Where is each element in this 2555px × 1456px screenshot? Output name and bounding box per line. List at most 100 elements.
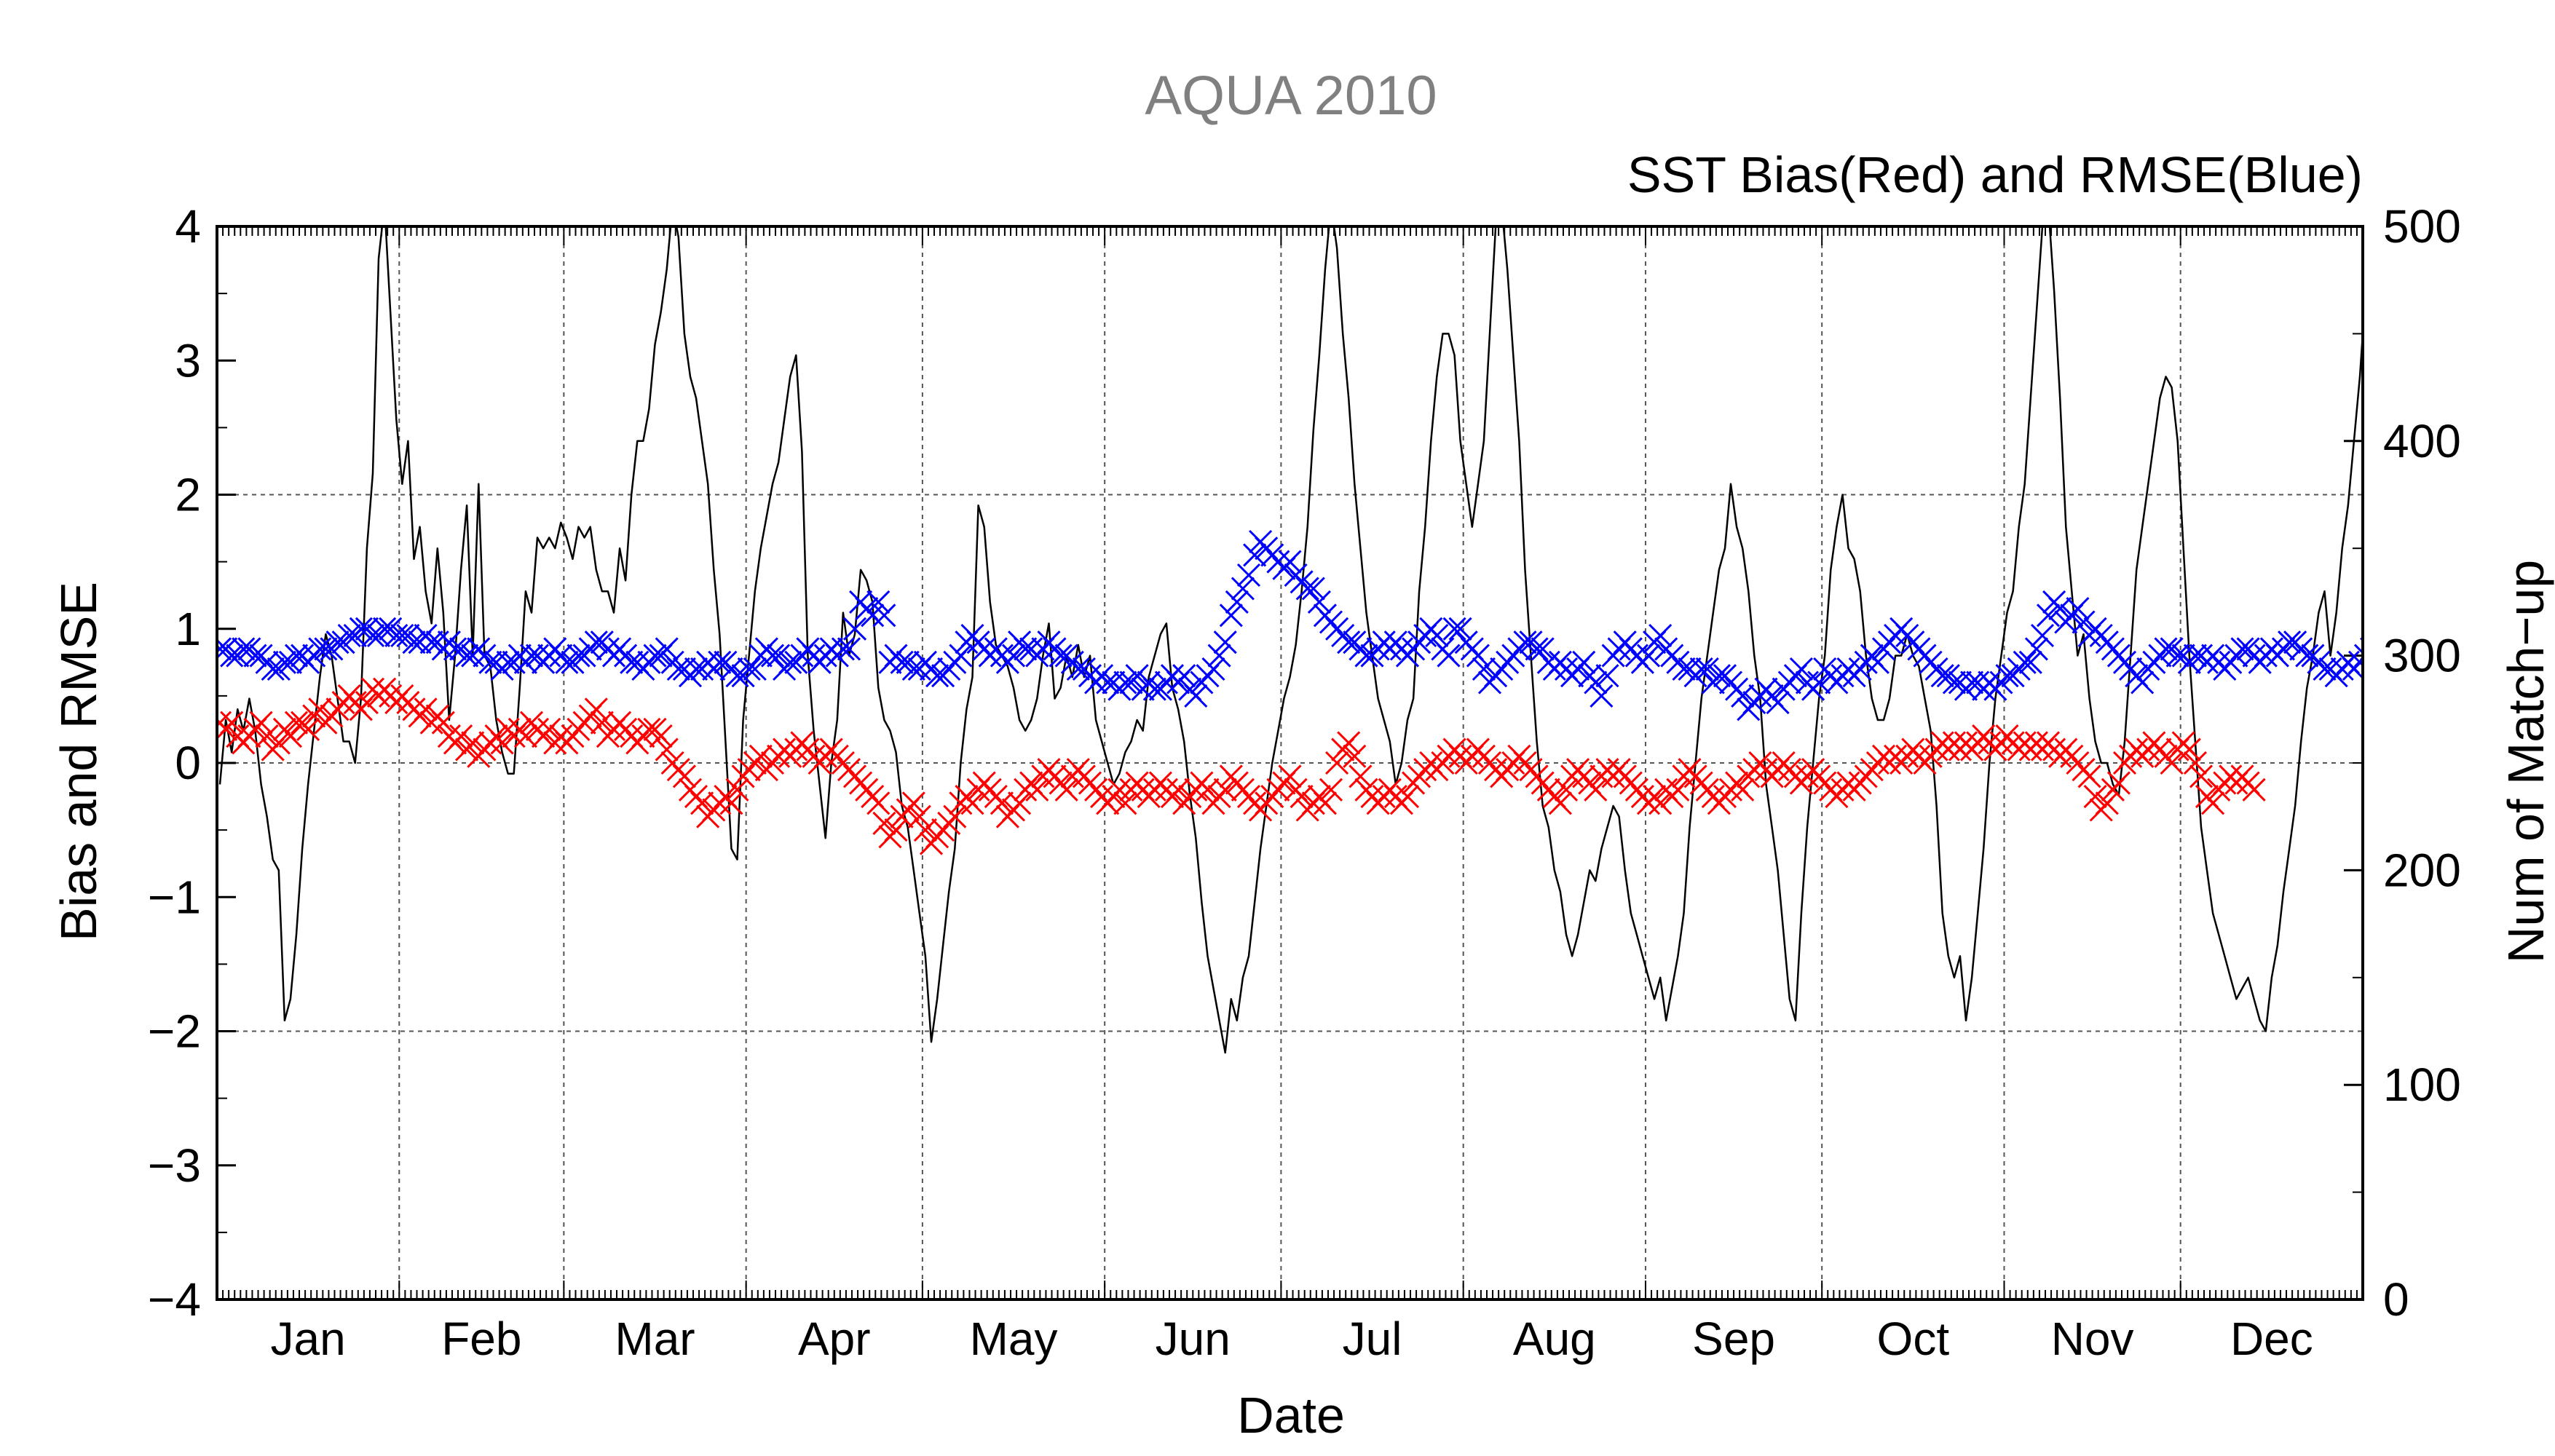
rmse-point bbox=[566, 644, 591, 668]
bias-point bbox=[490, 731, 514, 755]
x-tick-label: Jan bbox=[271, 1313, 346, 1365]
rmse-point bbox=[2030, 623, 2055, 648]
rmse-point bbox=[1695, 657, 1719, 681]
rmse-point bbox=[1689, 657, 1713, 681]
rmse-point bbox=[1236, 563, 1261, 587]
bias-point bbox=[1166, 778, 1190, 802]
rmse-point bbox=[842, 617, 867, 641]
y2-tick-label: 200 bbox=[2383, 844, 2461, 896]
rmse-point bbox=[1648, 623, 1673, 648]
bias-point bbox=[649, 724, 673, 748]
bias-point bbox=[719, 791, 743, 815]
rmse-point bbox=[1584, 670, 1608, 695]
rmse-point bbox=[1219, 604, 1243, 628]
rmse-point bbox=[360, 623, 385, 648]
rmse-point bbox=[2131, 670, 2155, 695]
bias-point bbox=[2106, 771, 2131, 795]
rmse-point bbox=[1172, 664, 1196, 688]
rmse-point bbox=[1225, 590, 1249, 614]
rmse-point bbox=[1731, 684, 1755, 708]
rmse-point bbox=[1243, 543, 1267, 567]
rmse-point bbox=[1672, 657, 1696, 681]
bias-point bbox=[308, 697, 332, 721]
rmse-point bbox=[272, 650, 296, 674]
rmse-point bbox=[584, 630, 608, 654]
bias-point bbox=[1666, 778, 1690, 802]
bias-point bbox=[990, 791, 1014, 815]
rmse-point bbox=[349, 617, 373, 641]
rmse-point bbox=[478, 650, 502, 674]
bias-point bbox=[2095, 791, 2119, 815]
y2-tick-label: 300 bbox=[2383, 630, 2461, 682]
rmse-point bbox=[655, 637, 679, 661]
bias-point bbox=[913, 818, 937, 842]
rmse-point bbox=[1466, 644, 1490, 668]
bias-point bbox=[1348, 764, 1373, 788]
bias-point bbox=[637, 717, 661, 741]
bias-point bbox=[1395, 785, 1420, 809]
x-tick-label: Aug bbox=[1513, 1313, 1596, 1365]
rmse-point bbox=[443, 637, 467, 661]
rmse-point bbox=[555, 650, 579, 674]
bias-point bbox=[296, 717, 320, 741]
bias-point bbox=[2177, 737, 2201, 761]
bias-point bbox=[1213, 778, 1237, 802]
rmse-point bbox=[2048, 597, 2072, 621]
rmse-point bbox=[1125, 664, 1149, 688]
bias-point bbox=[220, 711, 244, 735]
bias-point bbox=[872, 811, 896, 835]
rmse-point bbox=[837, 637, 861, 661]
rmse-point bbox=[1425, 623, 1449, 648]
rmse-point bbox=[384, 623, 408, 648]
rmse-point bbox=[2295, 644, 2319, 668]
bias-point bbox=[866, 791, 891, 815]
rmse-point bbox=[2066, 597, 2090, 621]
bias-point bbox=[1325, 751, 1349, 775]
rmse-point bbox=[1595, 664, 1619, 688]
rmse-point bbox=[2024, 637, 2048, 661]
bias-point bbox=[1584, 778, 1608, 802]
bias-point bbox=[725, 778, 749, 802]
x-axis-ticks: Jan Feb Mar Apr May Jun Jul Aug Sep Oct Nov Dec bbox=[222, 226, 2358, 1365]
rmse-point bbox=[1442, 617, 1466, 641]
x-tick-label: Jun bbox=[1156, 1313, 1231, 1365]
x-tick-label: Mar bbox=[615, 1313, 695, 1365]
bias-point bbox=[690, 791, 714, 815]
bias-point bbox=[2083, 785, 2107, 809]
rmse-point bbox=[708, 650, 732, 674]
y-tick-label: −1 bbox=[148, 871, 201, 923]
x-axis-label: Date bbox=[1237, 1387, 1345, 1444]
bias-point bbox=[1554, 778, 1579, 802]
rmse-point bbox=[725, 664, 749, 688]
rmse-point bbox=[831, 637, 855, 661]
rmse-point bbox=[2183, 644, 2207, 668]
bias-point bbox=[1278, 764, 1302, 788]
rmse-point bbox=[243, 644, 267, 668]
bias-point bbox=[1196, 778, 1220, 802]
rmse-point bbox=[1930, 664, 1954, 688]
rmse-point bbox=[1572, 650, 1596, 674]
bias-point bbox=[1113, 791, 1137, 815]
rmse-point bbox=[1184, 684, 1208, 708]
bias-point bbox=[1648, 791, 1673, 815]
x-tick-label: May bbox=[970, 1313, 1058, 1365]
bias-point bbox=[884, 818, 908, 842]
rmse-point bbox=[1066, 657, 1090, 681]
rmse-point bbox=[778, 650, 802, 674]
rmse-point bbox=[1766, 691, 1790, 715]
bias-point bbox=[355, 691, 379, 715]
rmse-point bbox=[1113, 670, 1137, 695]
rmse-point bbox=[1096, 670, 1120, 695]
y-tick-label: −3 bbox=[148, 1139, 201, 1192]
rmse-point bbox=[1049, 644, 1073, 668]
bias-point bbox=[431, 711, 455, 735]
bias-point bbox=[960, 791, 984, 815]
rmse-point bbox=[1590, 684, 1614, 708]
bias-point bbox=[749, 744, 773, 768]
rmse-point bbox=[1437, 644, 1461, 668]
rmse-point bbox=[496, 650, 520, 674]
bias-point bbox=[943, 804, 967, 828]
rmse-point bbox=[1525, 637, 1549, 661]
bias-point bbox=[2160, 751, 2184, 775]
rmse-point bbox=[2313, 657, 2337, 681]
